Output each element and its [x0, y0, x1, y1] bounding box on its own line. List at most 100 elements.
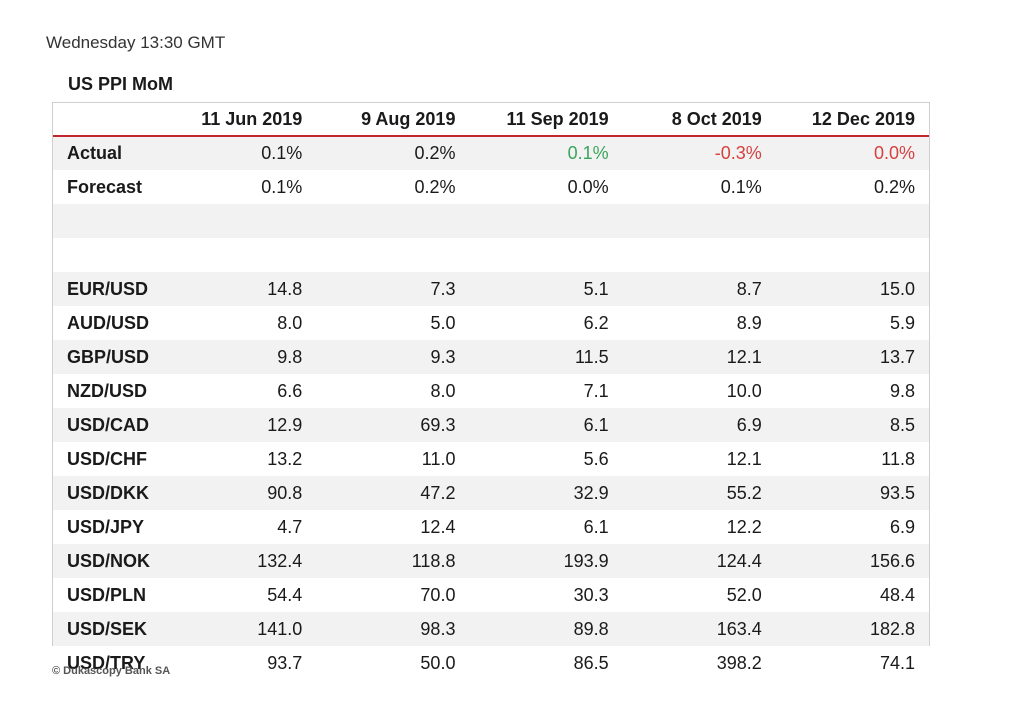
- table-cell: 6.2: [469, 306, 623, 340]
- table-cell: 30.3: [469, 578, 623, 612]
- row-label: AUD/USD: [53, 306, 164, 340]
- table-cell: 54.4: [163, 578, 317, 612]
- table-cell: 93.7: [163, 646, 317, 680]
- table-cell: 124.4: [622, 544, 776, 578]
- table-cell: 10.0: [622, 374, 776, 408]
- table-cell: 9.8: [775, 374, 929, 408]
- table-cell: 55.2: [622, 476, 776, 510]
- table-cell: 13.2: [163, 442, 317, 476]
- table-row: USD/CHF 13.2 11.0 5.6 12.1 11.8: [53, 442, 929, 476]
- table-cell: 182.8: [775, 612, 929, 646]
- row-label: USD/SEK: [53, 612, 164, 646]
- table-cell: 9.8: [163, 340, 317, 374]
- table-cell: 9.3: [316, 340, 470, 374]
- table-cell: 12.9: [163, 408, 317, 442]
- table-cell: 90.8: [163, 476, 317, 510]
- table-cell: 5.6: [469, 442, 623, 476]
- header-row: 11 Jun 2019 9 Aug 2019 11 Sep 2019 8 Oct…: [53, 103, 929, 137]
- row-label: GBP/USD: [53, 340, 164, 374]
- table-cell: 6.9: [775, 510, 929, 544]
- timestamp: Wednesday 13:30 GMT: [46, 33, 226, 52]
- row-label: USD/JPY: [53, 510, 164, 544]
- table-row: GBP/USD 9.8 9.3 11.5 12.1 13.7: [53, 340, 929, 374]
- row-label: [53, 238, 164, 272]
- table-row: USD/SEK 141.0 98.3 89.8 163.4 182.8: [53, 612, 929, 646]
- table-cell: [775, 204, 929, 238]
- table-row: Forecast 0.1% 0.2% 0.0% 0.1% 0.2%: [53, 170, 929, 204]
- table-cell: 50.0: [316, 646, 470, 680]
- table-cell: 86.5: [469, 646, 623, 680]
- table-cell: [316, 204, 470, 238]
- table-cell: [622, 238, 776, 272]
- table-cell: 12.1: [622, 340, 776, 374]
- table-cell: 69.3: [316, 408, 470, 442]
- table-cell: 12.1: [622, 442, 776, 476]
- table-cell: 8.0: [316, 374, 470, 408]
- table-cell: 6.1: [469, 408, 623, 442]
- column-header: 8 Oct 2019: [622, 103, 776, 137]
- row-label: Forecast: [53, 170, 164, 204]
- table-cell: 14.8: [163, 272, 317, 306]
- table-cell: 6.6: [163, 374, 317, 408]
- table-row: Actual 0.1% 0.2% 0.1% -0.3% 0.0%: [53, 136, 929, 170]
- table-cell: [163, 238, 317, 272]
- table-cell: 0.0%: [775, 136, 929, 170]
- table-cell: 89.8: [469, 612, 623, 646]
- row-label: USD/NOK: [53, 544, 164, 578]
- table-cell: 7.3: [316, 272, 470, 306]
- table-cell: 11.5: [469, 340, 623, 374]
- table-row: USD/TRY 93.7 50.0 86.5 398.2 74.1: [53, 646, 929, 680]
- table-cell: 0.2%: [316, 136, 470, 170]
- table-cell: 141.0: [163, 612, 317, 646]
- table-row: [53, 238, 929, 272]
- table-cell: 163.4: [622, 612, 776, 646]
- table-cell: 6.1: [469, 510, 623, 544]
- table-row: USD/NOK 132.4 118.8 193.9 124.4 156.6: [53, 544, 929, 578]
- row-label: [53, 204, 164, 238]
- table-cell: 6.9: [622, 408, 776, 442]
- table-cell: 15.0: [775, 272, 929, 306]
- table-row: USD/JPY 4.7 12.4 6.1 12.2 6.9: [53, 510, 929, 544]
- table-cell: 12.2: [622, 510, 776, 544]
- table-row: [53, 204, 929, 238]
- table-cell: 5.1: [469, 272, 623, 306]
- row-label: EUR/USD: [53, 272, 164, 306]
- table-cell: 0.2%: [316, 170, 470, 204]
- table-cell: 5.0: [316, 306, 470, 340]
- table-cell: 11.0: [316, 442, 470, 476]
- header-empty: [53, 103, 164, 137]
- table-cell: 8.5: [775, 408, 929, 442]
- table-cell: 52.0: [622, 578, 776, 612]
- table-cell: [163, 204, 317, 238]
- table-cell: 74.1: [775, 646, 929, 680]
- table-cell: 8.9: [622, 306, 776, 340]
- table-cell: 8.0: [163, 306, 317, 340]
- table-cell: 0.2%: [775, 170, 929, 204]
- table-cell: 7.1: [469, 374, 623, 408]
- table-title: US PPI MoM: [68, 74, 174, 94]
- column-header: 11 Sep 2019: [469, 103, 623, 137]
- table-cell: [316, 238, 470, 272]
- table-cell: -0.3%: [622, 136, 776, 170]
- table-cell: 13.7: [775, 340, 929, 374]
- table-row: AUD/USD 8.0 5.0 6.2 8.9 5.9: [53, 306, 929, 340]
- table-cell: 8.7: [622, 272, 776, 306]
- table-row: USD/PLN 54.4 70.0 30.3 52.0 48.4: [53, 578, 929, 612]
- data-table-frame: 11 Jun 2019 9 Aug 2019 11 Sep 2019 8 Oct…: [52, 102, 930, 680]
- ppi-table: 11 Jun 2019 9 Aug 2019 11 Sep 2019 8 Oct…: [53, 103, 929, 680]
- table-cell: 47.2: [316, 476, 470, 510]
- row-label: USD/PLN: [53, 578, 164, 612]
- table-cell: 11.8: [775, 442, 929, 476]
- table-cell: 0.0%: [469, 170, 623, 204]
- table-cell: [622, 204, 776, 238]
- table-cell: 0.1%: [163, 170, 317, 204]
- row-label: USD/CHF: [53, 442, 164, 476]
- table-cell: 0.1%: [622, 170, 776, 204]
- row-label: NZD/USD: [53, 374, 164, 408]
- table-cell: [469, 238, 623, 272]
- table-cell: 48.4: [775, 578, 929, 612]
- table-cell: 398.2: [622, 646, 776, 680]
- table-cell: [469, 204, 623, 238]
- table-cell: 12.4: [316, 510, 470, 544]
- row-label: USD/TRY: [53, 646, 164, 680]
